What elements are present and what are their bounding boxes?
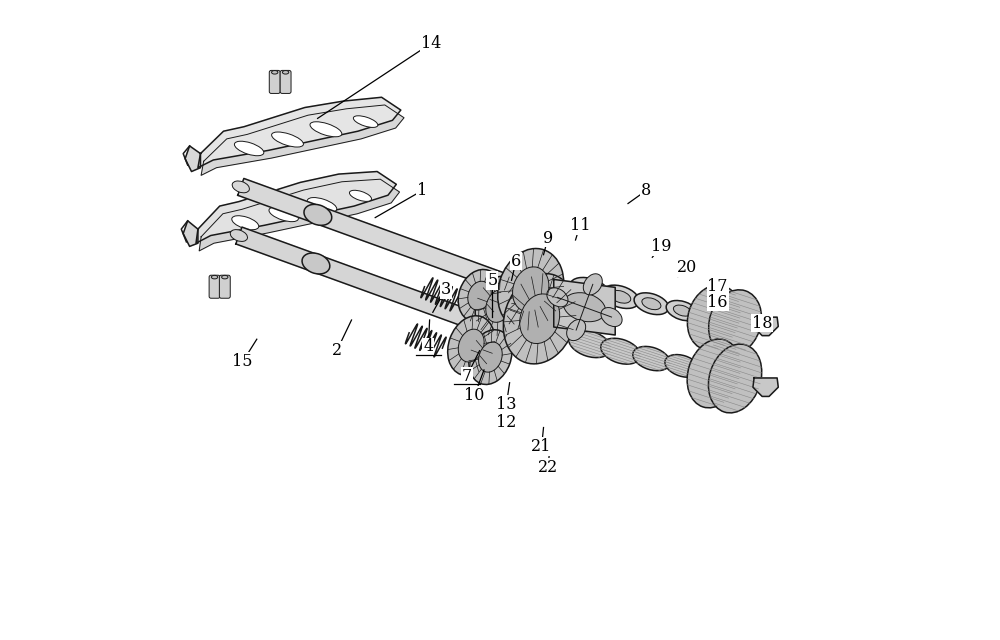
Text: 2: 2 — [332, 342, 342, 359]
Ellipse shape — [475, 276, 522, 336]
Text: 22: 22 — [538, 459, 558, 476]
Ellipse shape — [729, 371, 759, 390]
Ellipse shape — [353, 116, 378, 127]
Polygon shape — [199, 179, 400, 251]
Ellipse shape — [272, 70, 278, 74]
Ellipse shape — [211, 275, 218, 279]
Ellipse shape — [503, 273, 576, 364]
Ellipse shape — [486, 289, 512, 323]
Text: 5: 5 — [487, 272, 497, 289]
Text: 13: 13 — [496, 396, 517, 413]
Text: 7: 7 — [462, 368, 472, 385]
Ellipse shape — [569, 330, 611, 358]
Text: 14: 14 — [421, 35, 441, 52]
Ellipse shape — [310, 122, 342, 137]
Ellipse shape — [687, 285, 740, 350]
Ellipse shape — [468, 281, 491, 310]
FancyBboxPatch shape — [280, 70, 291, 93]
Ellipse shape — [222, 275, 228, 279]
Ellipse shape — [234, 141, 264, 156]
Ellipse shape — [673, 305, 691, 316]
Ellipse shape — [697, 363, 729, 384]
Ellipse shape — [513, 267, 549, 312]
Ellipse shape — [269, 207, 298, 221]
FancyBboxPatch shape — [269, 70, 280, 93]
Text: 18: 18 — [752, 315, 773, 332]
Text: 12: 12 — [496, 414, 517, 431]
Text: 15: 15 — [232, 353, 253, 370]
Text: 3: 3 — [440, 281, 451, 298]
Ellipse shape — [633, 346, 670, 371]
Ellipse shape — [634, 293, 669, 315]
Ellipse shape — [567, 319, 586, 340]
Ellipse shape — [698, 308, 728, 327]
Ellipse shape — [507, 281, 525, 292]
Text: 10: 10 — [464, 387, 485, 404]
Text: 9: 9 — [543, 230, 553, 246]
Ellipse shape — [469, 330, 512, 385]
Polygon shape — [185, 146, 200, 172]
Polygon shape — [198, 97, 401, 168]
FancyBboxPatch shape — [219, 275, 230, 298]
Text: 21: 21 — [531, 438, 552, 455]
Ellipse shape — [642, 298, 661, 310]
Text: 17: 17 — [707, 278, 728, 295]
Text: 8: 8 — [641, 182, 651, 199]
Text: 19: 19 — [651, 238, 672, 255]
Ellipse shape — [302, 253, 330, 274]
Ellipse shape — [736, 320, 751, 329]
Ellipse shape — [705, 312, 721, 323]
Polygon shape — [238, 179, 519, 295]
Ellipse shape — [448, 316, 495, 376]
Ellipse shape — [730, 316, 758, 333]
Ellipse shape — [232, 216, 259, 230]
Ellipse shape — [563, 292, 606, 322]
Ellipse shape — [479, 342, 502, 372]
Ellipse shape — [570, 278, 609, 302]
Ellipse shape — [709, 290, 762, 355]
FancyBboxPatch shape — [209, 275, 220, 298]
Ellipse shape — [583, 274, 602, 295]
Ellipse shape — [601, 339, 640, 364]
Polygon shape — [753, 317, 778, 335]
Ellipse shape — [579, 283, 601, 297]
Ellipse shape — [610, 291, 631, 303]
Ellipse shape — [601, 308, 622, 326]
Ellipse shape — [708, 344, 762, 413]
Text: 1: 1 — [417, 182, 427, 199]
Ellipse shape — [272, 132, 303, 147]
Ellipse shape — [665, 355, 700, 377]
Ellipse shape — [547, 288, 568, 307]
Ellipse shape — [666, 301, 698, 321]
Ellipse shape — [687, 339, 740, 408]
Ellipse shape — [282, 70, 289, 74]
Ellipse shape — [498, 248, 564, 330]
Ellipse shape — [304, 204, 332, 225]
Polygon shape — [196, 172, 396, 243]
Text: 6: 6 — [511, 253, 521, 269]
Ellipse shape — [349, 190, 372, 202]
Ellipse shape — [307, 198, 337, 212]
Polygon shape — [201, 105, 404, 175]
Polygon shape — [554, 280, 615, 335]
Text: 4: 4 — [423, 339, 433, 355]
Text: 11: 11 — [570, 217, 590, 234]
Polygon shape — [753, 378, 778, 396]
Ellipse shape — [602, 285, 639, 308]
Ellipse shape — [520, 294, 560, 344]
Ellipse shape — [230, 230, 248, 241]
Ellipse shape — [505, 330, 523, 341]
Ellipse shape — [458, 329, 484, 362]
Polygon shape — [183, 221, 198, 246]
Ellipse shape — [458, 269, 501, 322]
Text: 20: 20 — [677, 259, 697, 276]
Text: 16: 16 — [707, 294, 728, 310]
Ellipse shape — [232, 181, 249, 193]
Polygon shape — [236, 227, 517, 344]
